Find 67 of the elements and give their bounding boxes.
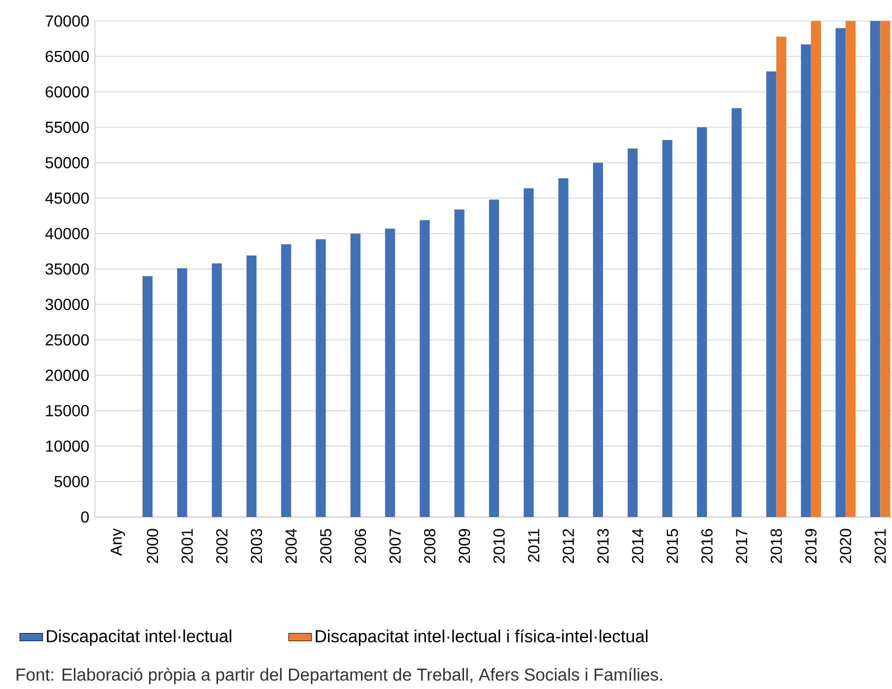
x-tick-label: 2009 [458,529,470,564]
x-tick-label: 2006 [354,529,366,564]
bar [810,21,821,517]
legend-label: Discapacitat intel·lectual i física-intel·lectual [316,629,648,646]
x-tick-label: 2017 [736,529,748,564]
x-tick-label: Any [110,528,126,556]
x-tick-label: 2005 [320,528,332,564]
y-tick-label: 60000 [46,86,89,98]
x-tick-label: 2008 [424,529,436,564]
legend-label: Discapacitat intel·lectual [46,630,232,646]
bar [846,21,856,517]
bar [800,44,811,517]
y-tick-label: 50000 [46,157,89,168]
y-tick-label: 65000 [46,50,89,62]
x-tick-label: 2004 [285,528,297,564]
bar [246,256,256,517]
x-tick-label: 2002 [216,529,228,564]
bar [880,21,890,517]
bar [420,220,430,517]
x-tick-label: 2003 [250,529,262,564]
bar [281,244,292,517]
y-tick-label: 0 [81,511,89,523]
bar [212,263,222,517]
bar [766,71,776,517]
x-tick-label: 2014 [632,528,644,564]
bar [593,162,604,517]
x-tick-label: 2013 [597,529,609,564]
bar [662,140,672,517]
bar [489,200,500,517]
bar [870,21,880,517]
bar [836,28,846,517]
bar [776,36,786,517]
bar [385,228,396,517]
y-tick-label: 70000 [46,15,89,27]
x-tick-label: 2007 [389,529,401,564]
y-tick-label: 40000 [45,228,89,240]
bar [732,108,742,517]
x-tick-label: 2020 [840,528,852,564]
text: Font: Elaboració pròpia a partir del Departament de Treball, Afers Socials i Famílies. [16,668,662,684]
y-tick-label: 45000 [45,192,89,204]
bar [142,276,153,517]
y-tick-label: 35000 [46,263,89,275]
y-tick-label: 25000 [46,334,89,346]
y-tick-label: 20000 [46,370,89,381]
bar [696,127,707,517]
bar [454,209,464,517]
x-tick-label: 2000 [146,528,158,564]
bar [177,268,188,517]
x-tick-label: 2011 [528,529,540,562]
x-tick-label: 2016 [701,529,713,564]
x-tick-label: 2012 [562,529,574,564]
y-tick-label: 15000 [46,405,89,416]
y-tick-label: 5000 [54,476,89,488]
x-tick-label: 2018 [770,529,782,564]
x-tick-label: 2010 [493,528,505,564]
x-tick-label: 2021 [874,529,886,564]
y-tick-label: 55000 [46,122,89,133]
y-tick-label: 10000 [46,440,89,452]
bar [558,178,568,517]
y-tick-label: 30000 [46,298,89,310]
x-tick-label: 2001 [182,529,193,564]
bar [628,148,638,517]
bar [316,239,326,517]
bar [524,188,534,517]
x-tick-label: 2015 [666,528,678,564]
bar [350,234,360,517]
x-tick-label: 2019 [805,529,817,564]
